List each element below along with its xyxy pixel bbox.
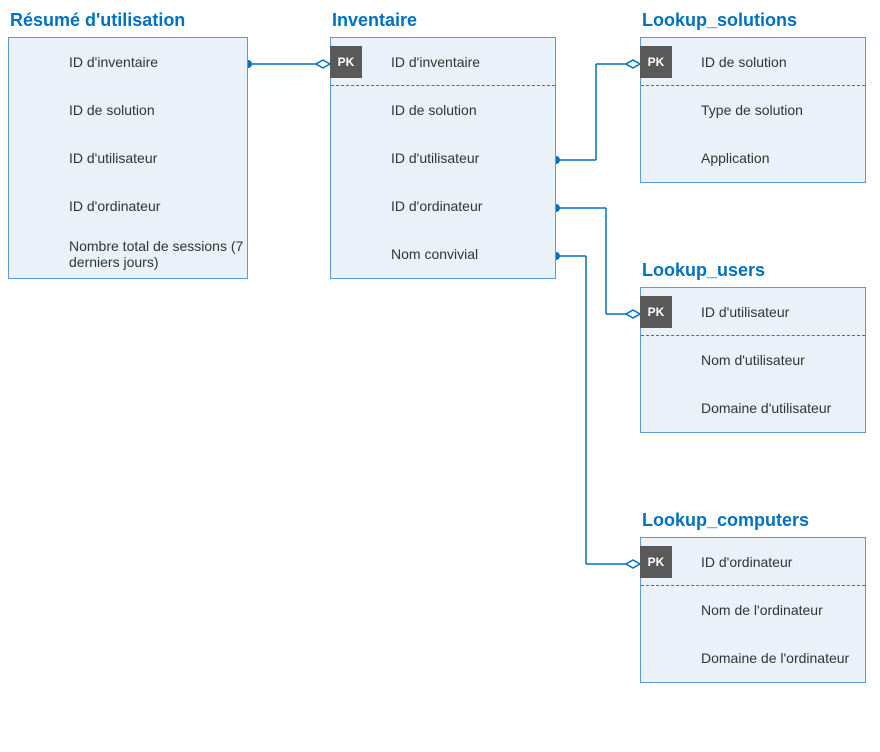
entity-inventaire: Inventaire PKID d'inventaire ID de solutio… xyxy=(330,10,556,279)
field-row: Nom convivial xyxy=(331,230,555,278)
field-row: ID d'utilisateur xyxy=(9,134,247,182)
entity-lookup_users: Lookup_users PKID d'utilisateur Nom d'util… xyxy=(640,260,866,433)
field-row: ID d'utilisateur xyxy=(331,134,555,182)
field-row: PKID d'utilisateur xyxy=(641,288,865,336)
entity-title: Résumé d'utilisation xyxy=(8,10,248,31)
pk-badge: PK xyxy=(330,46,362,78)
field-row: ID de solution xyxy=(9,86,247,134)
entity-box: PKID d'inventaire ID de solution ID d'util… xyxy=(330,37,556,279)
field-label: ID d'inventaire xyxy=(9,54,158,70)
field-row: Nom d'utilisateur xyxy=(641,336,865,384)
entity-title: Lookup_computers xyxy=(640,510,866,531)
entity-box: PKID d'ordinateur Nom de l'ordinateur Doma… xyxy=(640,537,866,683)
pk-badge: PK xyxy=(640,46,672,78)
field-label: ID d'utilisateur xyxy=(9,150,157,166)
field-row: ID d'ordinateur xyxy=(9,182,247,230)
pk-badge: PK xyxy=(640,296,672,328)
field-row: PKID d'inventaire xyxy=(331,38,555,86)
field-label: Nom d'utilisateur xyxy=(641,352,805,368)
field-row: Application xyxy=(641,134,865,182)
entity-box: PKID de solution Type de solution Applicat… xyxy=(640,37,866,183)
field-label: Domaine d'utilisateur xyxy=(641,400,831,416)
entity-box: ID d'inventaire ID de solution ID d'utilis… xyxy=(8,37,248,279)
field-row: PKID d'ordinateur xyxy=(641,538,865,586)
pk-badge: PK xyxy=(640,546,672,578)
field-row: ID d'ordinateur xyxy=(331,182,555,230)
field-row: PKID de solution xyxy=(641,38,865,86)
field-row: Nom de l'ordinateur xyxy=(641,586,865,634)
field-label: ID d'utilisateur xyxy=(331,150,479,166)
field-label: Nom convivial xyxy=(331,246,478,262)
entity-resume: Résumé d'utilisation ID d'inventaire ID de… xyxy=(8,10,248,279)
field-label: ID d'ordinateur xyxy=(331,198,482,214)
field-row: Domaine de l'ordinateur xyxy=(641,634,865,682)
field-label: Nombre total de sessions (7 derniers jou… xyxy=(9,238,247,270)
field-label: Domaine de l'ordinateur xyxy=(641,650,849,666)
field-row: Type de solution xyxy=(641,86,865,134)
field-row: Nombre total de sessions (7 derniers jou… xyxy=(9,230,247,278)
field-row: ID de solution xyxy=(331,86,555,134)
field-row: Domaine d'utilisateur xyxy=(641,384,865,432)
field-label: Type de solution xyxy=(641,102,803,118)
field-label: ID de solution xyxy=(331,102,477,118)
field-label: Nom de l'ordinateur xyxy=(641,602,823,618)
entity-title: Inventaire xyxy=(330,10,556,31)
field-row: ID d'inventaire xyxy=(9,38,247,86)
entity-lookup_solutions: Lookup_solutions PKID de solution Type de … xyxy=(640,10,866,183)
entity-box: PKID d'utilisateur Nom d'utilisateur Domai… xyxy=(640,287,866,433)
field-label: ID de solution xyxy=(9,102,155,118)
entity-lookup_computers: Lookup_computers PKID d'ordinateur Nom de … xyxy=(640,510,866,683)
entity-title: Lookup_solutions xyxy=(640,10,866,31)
field-label: ID d'ordinateur xyxy=(9,198,160,214)
field-label: Application xyxy=(641,150,770,166)
entity-title: Lookup_users xyxy=(640,260,866,281)
